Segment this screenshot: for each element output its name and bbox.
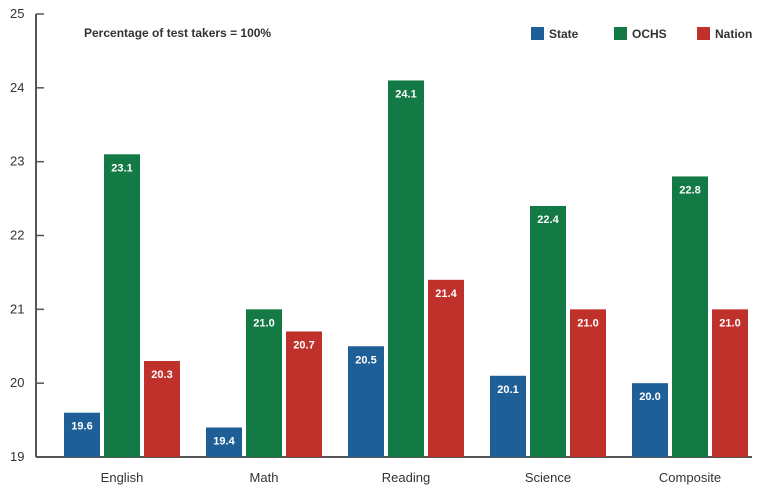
bars: 19.6 23.1 20.3 19.4 21.0 20.7 20.5 24.1 21.4 20.1… <box>64 80 748 458</box>
data-label: 19.4 <box>213 435 235 447</box>
y-tick-label: 21 <box>10 301 24 316</box>
bar-state-reading <box>348 346 384 457</box>
y-tick-label: 19 <box>10 449 24 464</box>
chart-annotation: Percentage of test takers = 100% <box>84 26 271 40</box>
bar-ochs-reading <box>388 80 424 457</box>
legend-label-ochs: OCHS <box>632 27 667 41</box>
bar-state-science <box>490 375 526 457</box>
bar-nation-math <box>286 331 322 457</box>
data-label: 20.3 <box>151 369 172 381</box>
legend-swatch-state <box>531 27 544 40</box>
bar-nation-reading <box>428 279 464 457</box>
bar-ochs-science <box>530 205 566 457</box>
data-label: 19.6 <box>71 421 92 433</box>
data-label: 20.1 <box>497 384 518 396</box>
y-tick-label: 23 <box>10 154 24 169</box>
legend-swatch-nation <box>697 27 710 40</box>
y-tick-label: 25 <box>10 6 24 21</box>
data-label: 20.7 <box>293 339 314 351</box>
y-tick-label: 20 <box>10 375 24 390</box>
data-label: 22.4 <box>537 214 559 226</box>
bar-state-math <box>206 427 242 457</box>
data-label: 21.0 <box>719 317 740 329</box>
x-tick-label: Science <box>525 470 571 485</box>
bar-state-composite <box>632 383 668 457</box>
x-tick-label: English <box>101 470 144 485</box>
bar-ochs-english <box>104 154 140 458</box>
y-tick-label: 24 <box>10 80 24 95</box>
bar-ochs-composite <box>672 176 708 457</box>
data-label: 23.1 <box>111 162 132 174</box>
bar-ochs-math <box>246 309 282 457</box>
bar-state-english <box>64 412 100 457</box>
data-label: 21.4 <box>435 288 457 300</box>
legend-swatch-ochs <box>614 27 627 40</box>
bar-nation-composite <box>712 309 748 457</box>
legend-label-nation: Nation <box>715 27 752 41</box>
data-label: 22.8 <box>679 184 700 196</box>
legend: State OCHS Nation <box>531 27 752 41</box>
x-tick-label: Reading <box>382 470 430 485</box>
bar-nation-science <box>570 309 606 457</box>
x-tick-label: Composite <box>659 470 721 485</box>
data-label: 20.5 <box>355 354 376 366</box>
data-label: 20.0 <box>639 391 660 403</box>
data-label: 21.0 <box>253 317 274 329</box>
y-tick-label: 22 <box>10 228 24 243</box>
bar-nation-english <box>144 361 180 457</box>
data-label: 24.1 <box>395 88 416 100</box>
data-label: 21.0 <box>577 317 598 329</box>
x-tick-label: Math <box>250 470 279 485</box>
legend-label-state: State <box>549 27 579 41</box>
